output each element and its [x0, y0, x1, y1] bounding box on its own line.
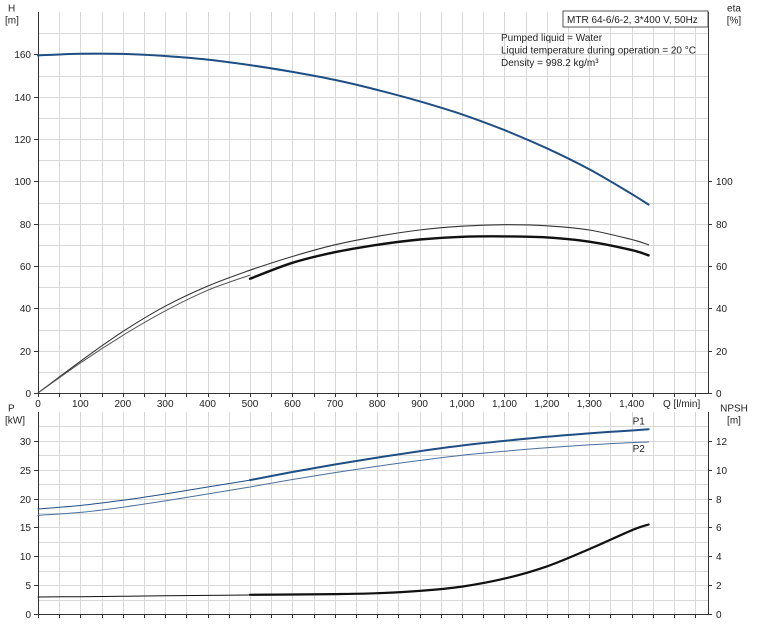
x-tick-label: 700: [326, 399, 343, 410]
info-density: Density = 998.2 kg/m³: [501, 58, 599, 69]
x-tick-label: 800: [369, 399, 386, 410]
x-tick-label: 1,300: [577, 399, 602, 410]
left-tick-label: 60: [20, 262, 32, 273]
left-tick-label: 40: [20, 304, 32, 315]
right-tick-label: 0: [716, 389, 722, 400]
right-axis-unit: [m]: [727, 416, 741, 427]
left-tick-label: 0: [25, 610, 31, 621]
right-axis-title: NPSH: [720, 404, 748, 415]
right-axis-unit: [%]: [727, 16, 742, 27]
right-axis-title: eta: [727, 4, 741, 15]
left-tick-label: 20: [20, 347, 32, 358]
curve-top-2: [37, 274, 251, 394]
series-label-p2: P2: [633, 444, 646, 455]
x-tick-label: 400: [199, 399, 216, 410]
info-liquid-temperature: Liquid temperature during operation = 20…: [501, 46, 696, 57]
x-tick-label: 300: [157, 399, 174, 410]
left-tick-label: 0: [25, 389, 31, 400]
left-tick-label: 120: [14, 135, 31, 146]
left-tick-label: 80: [20, 220, 32, 231]
x-axis-title: Q [l/min]: [663, 399, 700, 410]
curve-top-1: [37, 224, 650, 394]
left-tick-label: 100: [14, 177, 31, 188]
series-label-p1: P1: [633, 416, 646, 427]
product-label: MTR 64-6/6-2, 3*400 V, 50Hz: [567, 15, 698, 26]
curve-bottom-0: [249, 428, 650, 482]
left-tick-label: 160: [14, 50, 31, 61]
left-tick-label: 140: [14, 93, 31, 104]
left-axis-unit: [kW]: [5, 416, 25, 427]
grid-lines: [38, 12, 708, 614]
left-tick-label: 10: [20, 552, 32, 563]
curve-bottom-2: [37, 441, 650, 516]
left-tick-label: 5: [25, 581, 31, 592]
left-tick-label: 15: [20, 523, 32, 534]
curves: [37, 52, 650, 598]
left-tick-label: 30: [20, 437, 32, 448]
x-tick-label: 1,400: [619, 399, 644, 410]
right-tick-label: 2: [716, 581, 722, 592]
curve-top-0: [37, 52, 650, 206]
x-tick-label: 600: [284, 399, 301, 410]
left-axis-unit: [m]: [5, 16, 19, 27]
x-tick-label: 500: [242, 399, 259, 410]
left-axis-title: P: [8, 404, 15, 415]
right-tick-label: 4: [716, 552, 722, 563]
x-tick-label: 1,200: [534, 399, 559, 410]
x-tick-label: 1,100: [492, 399, 517, 410]
right-tick-label: 6: [716, 523, 722, 534]
x-tick-label: 900: [411, 399, 428, 410]
right-tick-label: 60: [716, 262, 728, 273]
labels: 020406080100120140160020406080100H[m]eta…: [5, 4, 748, 622]
left-axis-title: H: [8, 4, 15, 15]
right-tick-label: 8: [716, 495, 722, 506]
right-tick-label: 100: [716, 177, 733, 188]
curve-bottom-1: [37, 479, 251, 510]
right-tick-label: 0: [716, 610, 722, 621]
left-tick-label: 20: [20, 495, 32, 506]
right-tick-label: 20: [716, 347, 728, 358]
curve-top-3: [248, 235, 650, 280]
right-tick-label: 80: [716, 220, 728, 231]
x-tick-label: 200: [114, 399, 131, 410]
info-pumped-liquid: Pumped liquid = Water: [501, 33, 603, 44]
left-tick-label: 25: [20, 466, 32, 477]
curve-bottom-4: [248, 523, 650, 596]
axes: [34, 12, 712, 618]
x-tick-label: 100: [72, 399, 89, 410]
right-tick-label: 12: [716, 437, 728, 448]
right-tick-label: 10: [716, 466, 728, 477]
product-label-box: [562, 10, 709, 28]
curve-bottom-3: [37, 594, 251, 598]
x-tick-label: 0: [35, 399, 41, 410]
right-tick-label: 40: [716, 304, 728, 315]
x-tick-label: 1,000: [450, 399, 475, 410]
